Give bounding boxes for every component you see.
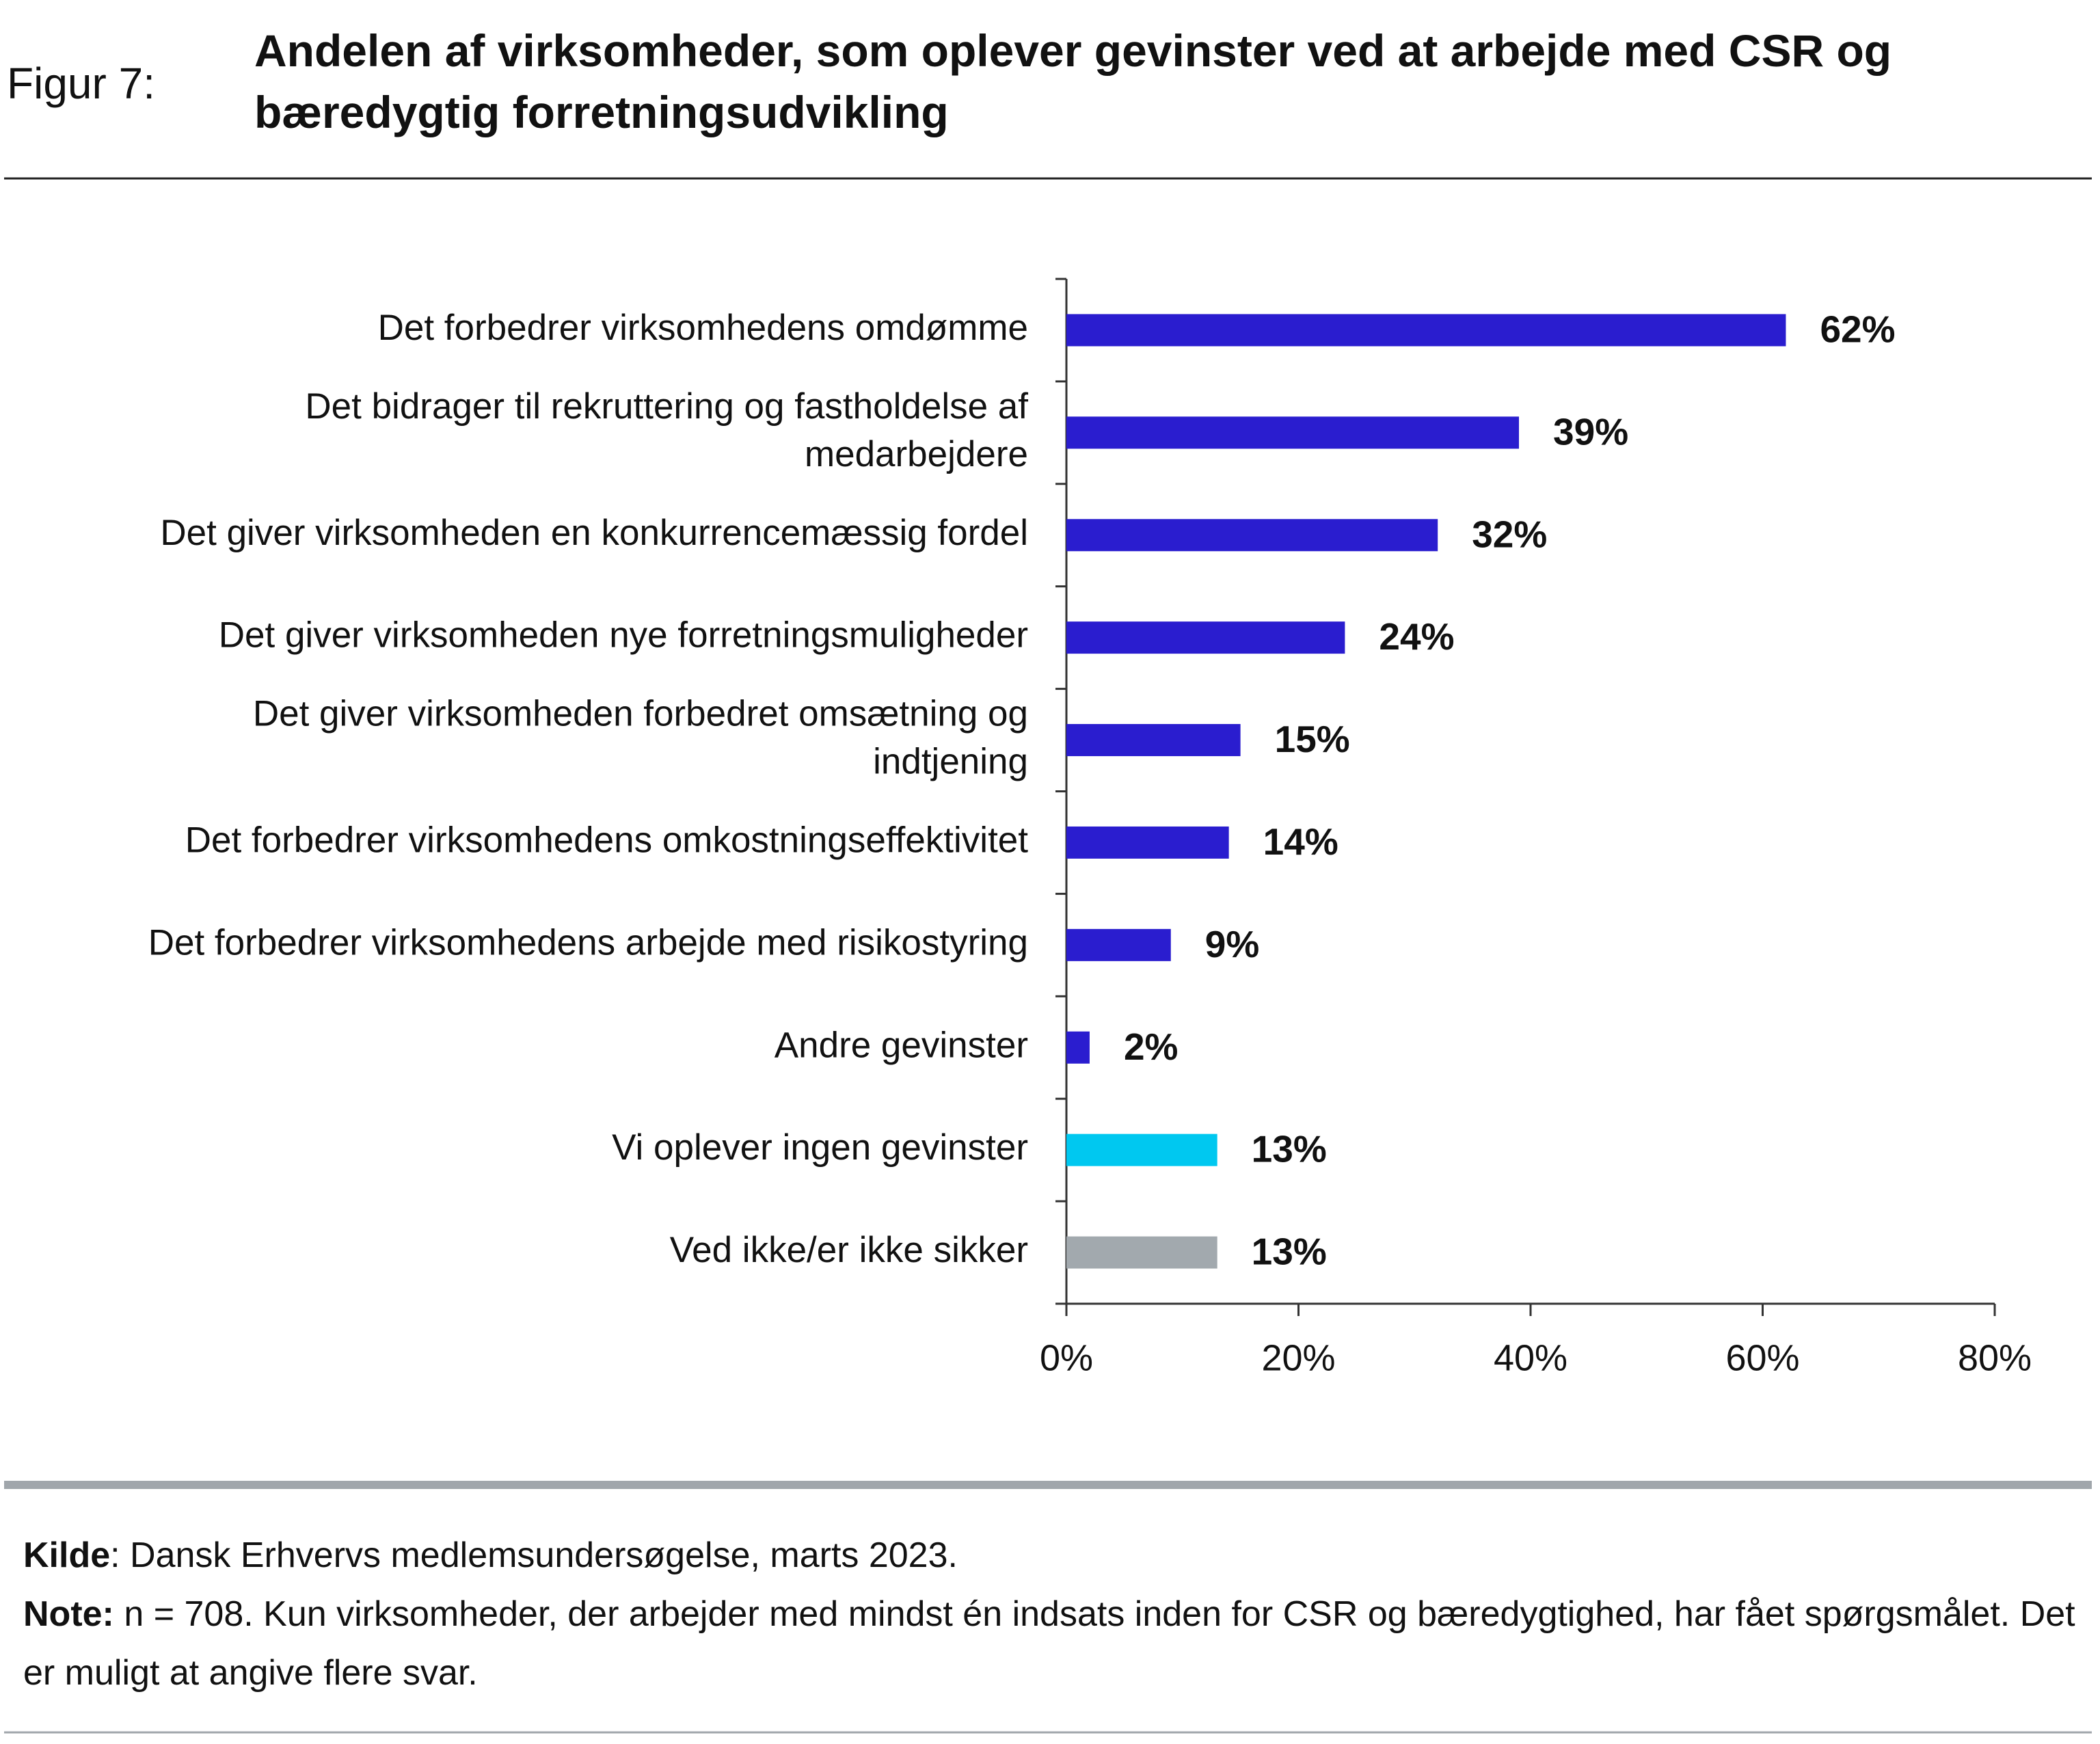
y-tick-label: Ved ikke/er ikke sikker bbox=[670, 1230, 1028, 1270]
y-tick-label: Det bidrager til rekruttering og fasthol… bbox=[305, 386, 1028, 474]
bar bbox=[1066, 519, 1438, 552]
bar bbox=[1066, 416, 1520, 449]
value-label: 24% bbox=[1379, 615, 1454, 658]
y-tick-label: Det giver virksomheden en konkurrencemæs… bbox=[160, 513, 1028, 553]
footer: Kilde: Dansk Erhvervs medlemsundersøgels… bbox=[23, 1526, 2081, 1702]
bar bbox=[1066, 1031, 1090, 1064]
value-label: 39% bbox=[1553, 410, 1628, 453]
note-label: Note: bbox=[23, 1594, 114, 1634]
x-tick-label: 20% bbox=[1261, 1337, 1335, 1378]
y-tick-label: Det giver virksomheden forbedret omsætni… bbox=[253, 694, 1028, 782]
value-label: 13% bbox=[1252, 1128, 1327, 1170]
y-tick-label: Andre gevinster bbox=[775, 1025, 1028, 1065]
y-tick-label: Det forbedrer virksomhedens omkostningse… bbox=[185, 820, 1029, 860]
bar bbox=[1066, 1236, 1217, 1269]
bar bbox=[1066, 724, 1241, 757]
bar bbox=[1066, 314, 1786, 347]
value-label: 32% bbox=[1472, 513, 1547, 555]
value-label: 15% bbox=[1275, 718, 1350, 760]
source-label: Kilde bbox=[23, 1535, 111, 1575]
bar bbox=[1066, 621, 1345, 654]
value-label: 13% bbox=[1252, 1231, 1327, 1273]
bar bbox=[1066, 928, 1171, 961]
note: Note: n = 708. Kun virksomheder, der arb… bbox=[23, 1585, 2081, 1702]
y-tick-label: Vi oplever ingen gevinster bbox=[612, 1127, 1028, 1168]
x-tick-label: 60% bbox=[1725, 1337, 1799, 1378]
x-tick-label: 0% bbox=[1040, 1337, 1093, 1378]
bar bbox=[1066, 826, 1229, 859]
value-label: 62% bbox=[1820, 308, 1895, 350]
x-tick-label: 40% bbox=[1494, 1337, 1567, 1378]
y-tick-label: Det forbedrer virksomhedens omdømme bbox=[378, 308, 1028, 348]
figure-label: Figur 7: bbox=[7, 59, 155, 108]
source: Kilde: Dansk Erhvervs medlemsundersøgels… bbox=[23, 1526, 2081, 1585]
note-text: n = 708. Kun virksomheder, der arbejder … bbox=[23, 1594, 2075, 1693]
value-label: 14% bbox=[1263, 820, 1338, 863]
value-label: 9% bbox=[1205, 923, 1260, 965]
x-tick-label: 80% bbox=[1958, 1337, 2032, 1378]
bar bbox=[1066, 1133, 1217, 1166]
y-tick-label: Det giver virksomheden nye forretningsmu… bbox=[219, 615, 1028, 656]
y-tick-label: Det forbedrer virksomhedens arbejde med … bbox=[148, 922, 1028, 963]
source-text: : Dansk Erhvervs medlemsundersøgelse, ma… bbox=[110, 1535, 958, 1575]
value-label: 2% bbox=[1124, 1025, 1179, 1068]
chart-title: Andelen af virksomheder, som oplever gev… bbox=[254, 25, 1892, 137]
